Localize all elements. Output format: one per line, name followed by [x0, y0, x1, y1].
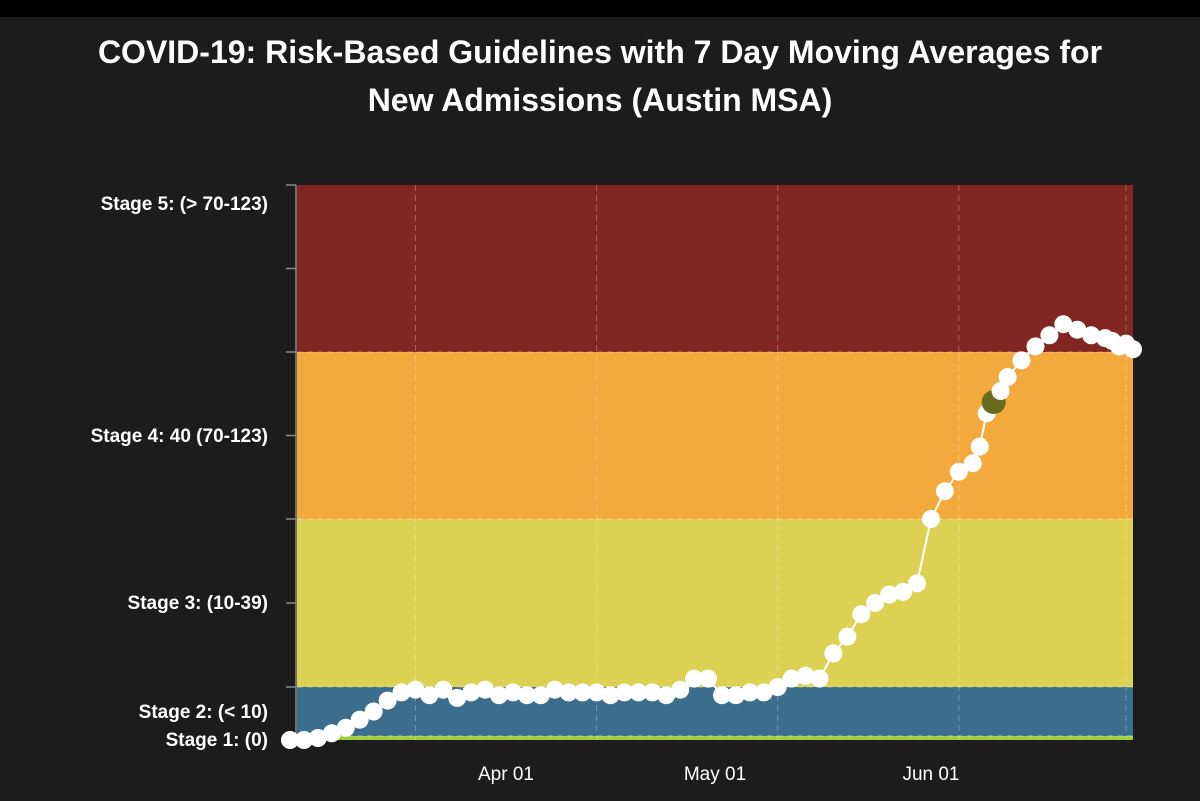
data-point — [713, 686, 731, 705]
y-tick-label: Stage 3: (10-39) — [128, 593, 268, 614]
data-point — [880, 585, 899, 604]
data-point — [420, 686, 439, 705]
band-stage-4 — [297, 352, 1133, 519]
chart-title-line-2: New Admissions (Austin MSA) — [367, 82, 833, 118]
x-tick-labels: Apr 01 May 01 Jun 01 — [478, 764, 959, 785]
data-point — [1068, 320, 1087, 339]
data-point — [1054, 315, 1073, 334]
data-point — [559, 683, 578, 702]
data-point — [908, 574, 926, 593]
data-point — [935, 482, 954, 501]
data-point — [643, 683, 662, 702]
data-point — [406, 680, 425, 699]
data-point — [434, 680, 453, 699]
data-point — [1040, 326, 1059, 345]
data-point — [768, 678, 787, 696]
x-tick-label: Jun 01 — [902, 764, 959, 785]
data-point — [350, 710, 369, 729]
data-point — [281, 731, 299, 749]
data-point — [448, 688, 467, 707]
data-point — [573, 683, 592, 702]
y-tick-labels: Stage 5: (> 70-123) Stage 4: 40 (70-123) S… — [91, 194, 268, 751]
data-point — [754, 683, 773, 702]
data-point — [308, 729, 327, 747]
data-point — [782, 669, 801, 688]
data-point — [545, 680, 564, 699]
data-point — [629, 683, 648, 702]
data-point — [476, 680, 495, 699]
data-point — [810, 669, 829, 688]
data-point — [991, 382, 1010, 400]
data-point — [894, 582, 913, 601]
data-point — [322, 724, 341, 743]
data-point — [1124, 340, 1142, 359]
y-tick-label: Stage 5: (> 70-123) — [101, 194, 268, 215]
y-tick-label: Stage 1: (0) — [166, 730, 268, 751]
data-point — [866, 594, 885, 612]
data-point — [490, 686, 508, 705]
data-point — [601, 686, 620, 705]
y-tick-label: Stage 4: 40 (70-123) — [91, 426, 268, 447]
y-axis — [286, 184, 297, 742]
data-point — [685, 669, 704, 688]
data-point — [504, 683, 522, 702]
chart-title: COVID-19: Risk-Based Guidelines with 7 D… — [0, 28, 1200, 124]
data-point — [587, 683, 606, 702]
data-point — [852, 605, 871, 624]
gridlines — [297, 185, 1133, 740]
band-stage-1 — [297, 736, 1133, 740]
x-tick-label: May 01 — [684, 764, 746, 785]
y-tick-label: Stage 2: (< 10) — [139, 702, 268, 723]
data-point — [922, 510, 940, 528]
data-point — [364, 702, 383, 721]
data-point — [657, 686, 676, 705]
band-stage-5 — [297, 185, 1133, 352]
data-point — [392, 683, 411, 702]
x-tick-label: Apr 01 — [478, 764, 534, 785]
data-point — [295, 731, 313, 749]
data-point — [517, 686, 536, 705]
data-point — [615, 683, 634, 702]
data-point — [336, 718, 355, 737]
data-point — [726, 686, 745, 705]
data-point — [998, 368, 1017, 387]
data-point — [949, 462, 968, 481]
band-stage-3 — [297, 519, 1133, 687]
data-point — [1026, 337, 1045, 356]
data-point — [699, 669, 717, 688]
data-point — [1082, 326, 1101, 345]
series-points — [281, 315, 1142, 749]
risk-bands — [297, 185, 1133, 740]
data-point — [671, 680, 690, 699]
data-point — [796, 666, 815, 685]
data-point — [838, 627, 857, 646]
data-point — [824, 644, 843, 663]
data-point — [462, 683, 481, 702]
data-point — [1012, 351, 1031, 370]
top-bar — [0, 0, 1200, 17]
data-point — [970, 437, 989, 456]
data-point — [963, 454, 982, 473]
data-point — [378, 691, 397, 710]
chart-title-line-1: COVID-19: Risk-Based Guidelines with 7 D… — [97, 34, 1103, 70]
data-point — [531, 686, 550, 705]
data-point — [740, 683, 759, 702]
